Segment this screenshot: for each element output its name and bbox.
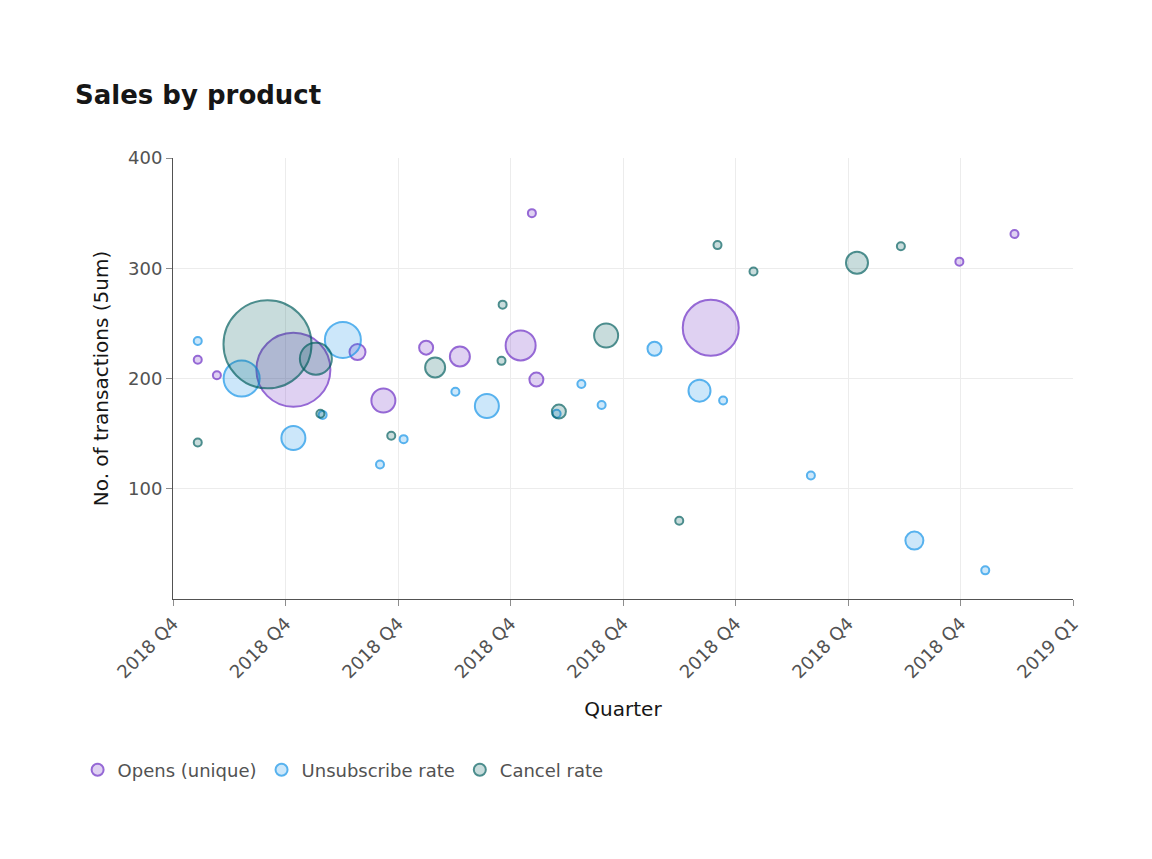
svg-text:2018 Q4: 2018 Q4 xyxy=(788,613,857,682)
svg-text:Quarter: Quarter xyxy=(584,697,662,721)
svg-text:No. of transactions (5um): No. of transactions (5um) xyxy=(89,251,113,506)
svg-text:2018 Q4: 2018 Q4 xyxy=(900,613,969,682)
svg-text:2018 Q4: 2018 Q4 xyxy=(225,613,294,682)
svg-text:Opens (unique): Opens (unique) xyxy=(118,760,257,781)
svg-text:100: 100 xyxy=(128,478,162,499)
svg-text:Sales by product: Sales by product xyxy=(75,80,321,110)
svg-text:Unsubscribe rate: Unsubscribe rate xyxy=(302,760,455,781)
svg-text:2018 Q4: 2018 Q4 xyxy=(113,613,182,682)
svg-text:200: 200 xyxy=(128,368,162,389)
svg-text:300: 300 xyxy=(128,258,162,279)
svg-text:2019 Q1: 2019 Q1 xyxy=(1013,613,1082,682)
svg-text:Cancel rate: Cancel rate xyxy=(500,760,603,781)
svg-text:400: 400 xyxy=(128,147,162,168)
svg-text:2018 Q4: 2018 Q4 xyxy=(675,613,744,682)
svg-text:2018 Q4: 2018 Q4 xyxy=(338,613,407,682)
svg-text:2018 Q4: 2018 Q4 xyxy=(450,613,519,682)
svg-text:2018 Q4: 2018 Q4 xyxy=(563,613,632,682)
